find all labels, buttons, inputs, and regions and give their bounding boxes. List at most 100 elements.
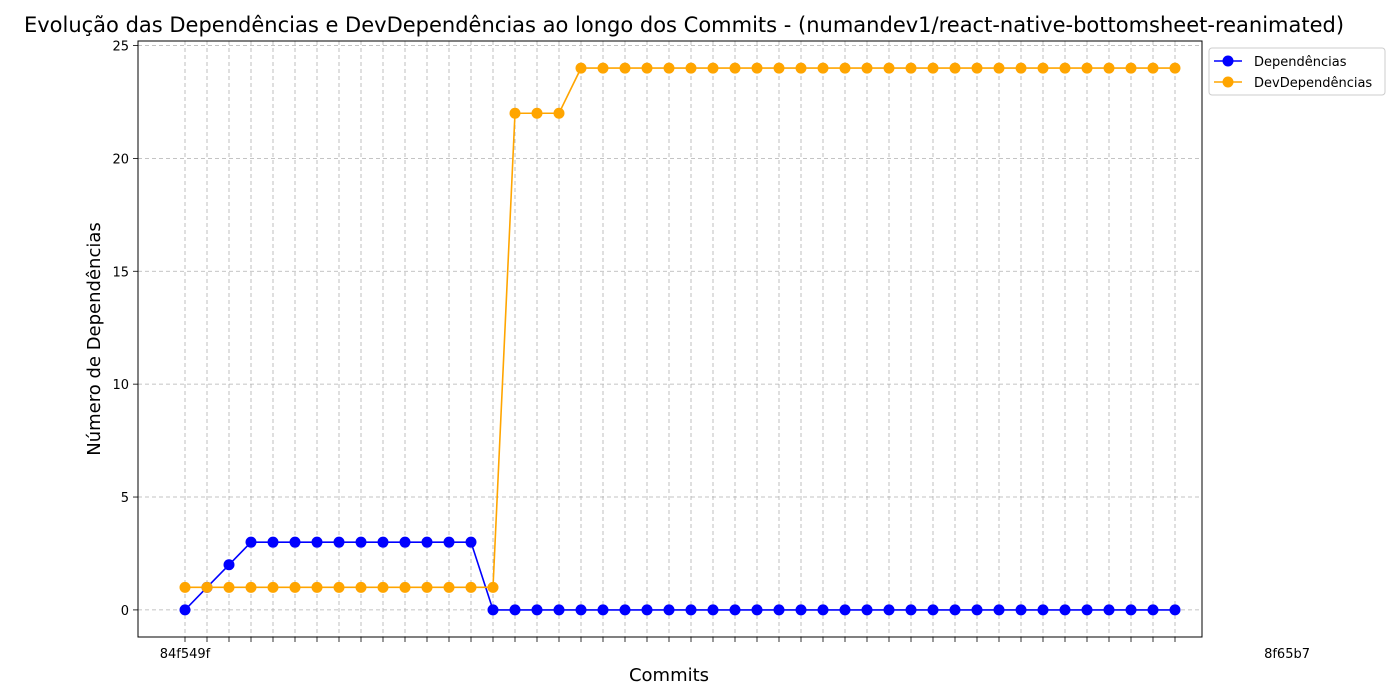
data-point <box>597 62 609 74</box>
series-2 <box>179 62 1181 593</box>
data-point <box>289 581 301 593</box>
data-point <box>333 536 345 548</box>
data-point <box>619 62 631 74</box>
data-point <box>795 604 807 616</box>
data-point <box>465 581 477 593</box>
data-point <box>795 62 807 74</box>
data-point <box>1037 604 1049 616</box>
data-point <box>443 536 455 548</box>
data-point <box>421 536 433 548</box>
data-point <box>993 604 1005 616</box>
data-point <box>399 581 411 593</box>
data-point <box>641 604 653 616</box>
data-point <box>399 536 411 548</box>
data-point <box>509 604 521 616</box>
data-point <box>663 604 675 616</box>
data-point <box>619 604 631 616</box>
data-point <box>1081 604 1093 616</box>
legend-marker <box>1222 76 1234 88</box>
data-point <box>663 62 675 74</box>
data-point <box>575 62 587 74</box>
data-point <box>773 604 785 616</box>
data-point <box>575 604 587 616</box>
y-axis: 0 5 10 15 20 25 <box>112 40 138 619</box>
data-point <box>1147 604 1159 616</box>
data-point <box>223 581 235 593</box>
data-point <box>1103 62 1115 74</box>
data-point <box>883 604 895 616</box>
x-tick-label-last: 8f65b7 <box>1264 647 1310 662</box>
grid <box>138 41 1202 637</box>
y-tick-label: 15 <box>112 265 129 280</box>
legend-label: DevDependências <box>1254 76 1372 91</box>
data-point <box>531 107 543 119</box>
data-point <box>729 604 741 616</box>
data-point <box>597 604 609 616</box>
data-point <box>927 604 939 616</box>
data-point <box>641 62 653 74</box>
data-point <box>443 581 455 593</box>
data-point <box>179 604 191 616</box>
legend-frame <box>1208 47 1386 96</box>
data-point <box>311 536 323 548</box>
data-point <box>377 581 389 593</box>
data-point <box>355 581 367 593</box>
y-tick-label: 0 <box>121 604 129 619</box>
data-point <box>267 536 279 548</box>
data-point <box>465 536 477 548</box>
legend-label: Dependências <box>1254 55 1347 70</box>
data-point <box>421 581 433 593</box>
plot-frame <box>137 40 1203 638</box>
data-point <box>355 536 367 548</box>
data-point <box>905 604 917 616</box>
data-point <box>333 581 345 593</box>
legend-marker <box>1222 55 1234 67</box>
data-point <box>289 536 301 548</box>
data-point <box>861 604 873 616</box>
y-tick-label: 10 <box>112 378 129 393</box>
data-point <box>1081 62 1093 74</box>
data-point <box>685 62 697 74</box>
data-point <box>553 604 565 616</box>
data-point <box>201 581 213 593</box>
data-point <box>685 604 697 616</box>
data-point <box>817 604 829 616</box>
data-point <box>927 62 939 74</box>
data-point <box>245 536 257 548</box>
series-1 <box>179 536 1181 616</box>
data-point <box>949 604 961 616</box>
data-point <box>531 604 543 616</box>
data-point <box>707 62 719 74</box>
data-point <box>487 581 499 593</box>
data-point <box>883 62 895 74</box>
data-point <box>1169 604 1181 616</box>
data-point <box>861 62 873 74</box>
data-point <box>1059 62 1071 74</box>
data-point <box>949 62 961 74</box>
data-point <box>905 62 917 74</box>
y-tick-label: 5 <box>121 491 129 506</box>
data-point <box>223 559 235 571</box>
series-layer <box>179 62 1181 616</box>
data-point <box>1125 62 1137 74</box>
y-axis-label: Número de Dependências <box>84 222 105 456</box>
data-point <box>1059 604 1071 616</box>
legend: Dependências DevDependências <box>1208 47 1386 96</box>
data-point <box>1147 62 1159 74</box>
data-point <box>1015 62 1027 74</box>
x-axis: 84f549f 8f65b7 <box>160 637 1310 662</box>
plot-area <box>138 41 1202 637</box>
data-point <box>971 604 983 616</box>
data-point <box>751 62 763 74</box>
y-tick-label: 25 <box>112 40 129 55</box>
data-point <box>839 604 851 616</box>
data-point <box>1125 604 1137 616</box>
data-point <box>311 581 323 593</box>
chart-title: Evolução das Dependências e DevDependênc… <box>24 13 1344 37</box>
series-line <box>185 67 1175 589</box>
data-point <box>179 581 191 593</box>
data-point <box>971 62 983 74</box>
x-tick-label-first: 84f549f <box>160 647 211 662</box>
data-point <box>839 62 851 74</box>
